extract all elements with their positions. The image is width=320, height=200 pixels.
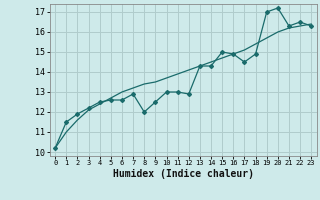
X-axis label: Humidex (Indice chaleur): Humidex (Indice chaleur) (113, 169, 254, 179)
